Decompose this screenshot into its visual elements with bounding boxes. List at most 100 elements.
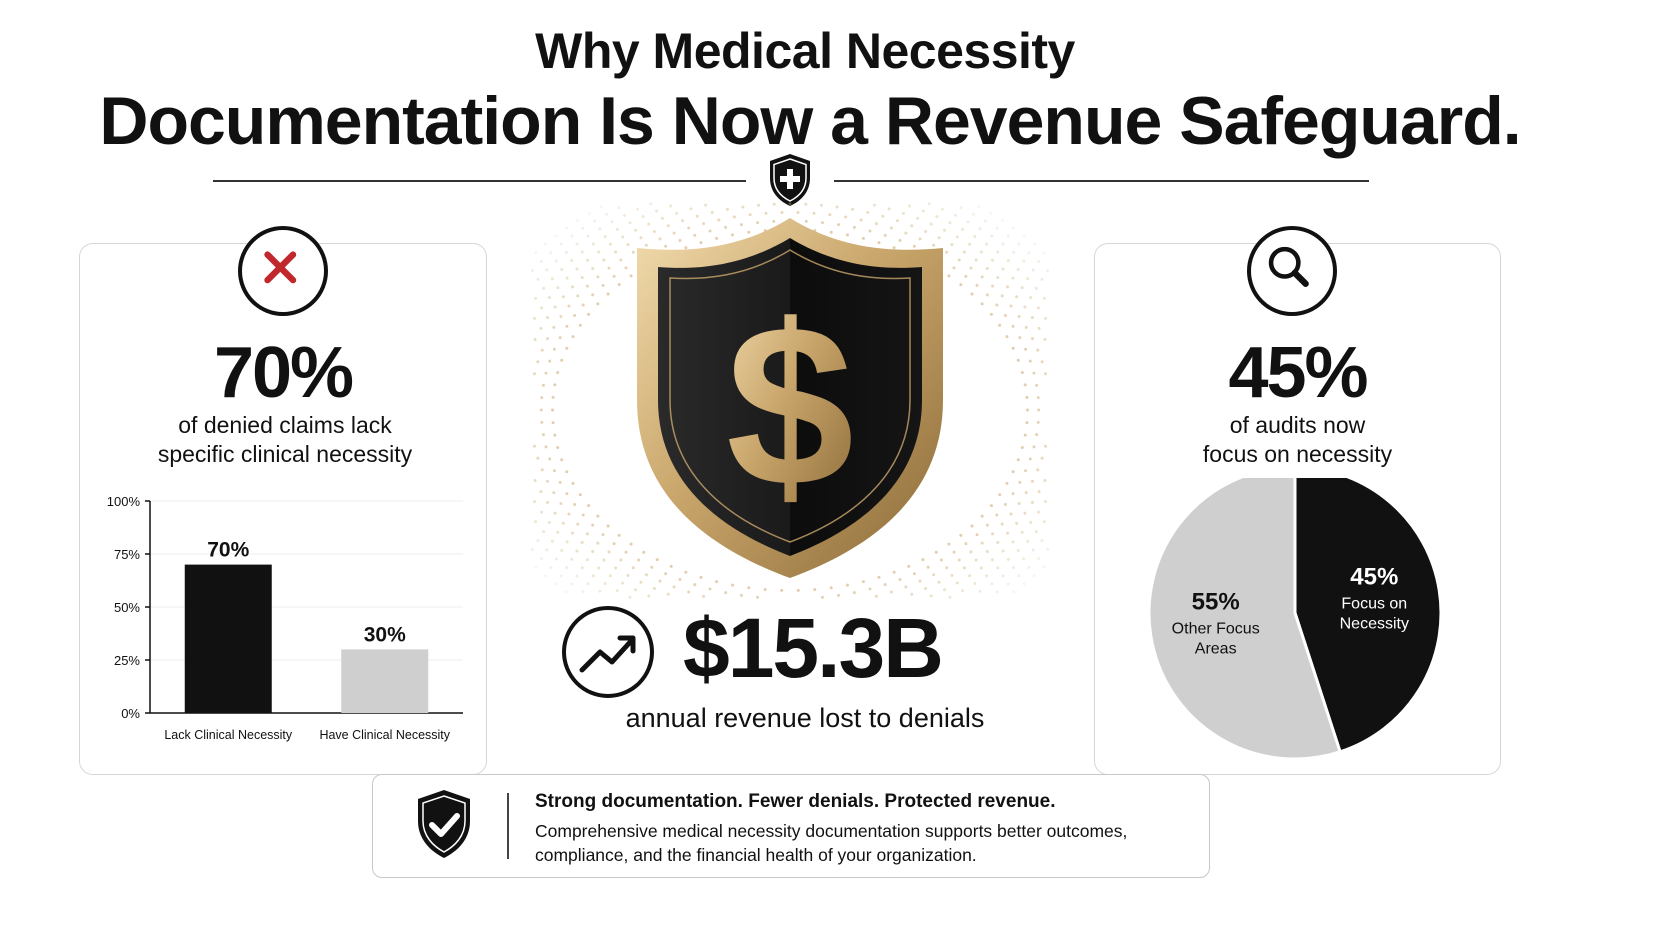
- halo-dot: [780, 210, 784, 214]
- halo-dot: [708, 229, 712, 233]
- halo-dot: [912, 244, 916, 248]
- halo-dot: [545, 268, 549, 272]
- halo-dot: [581, 513, 585, 517]
- halo-dot: [544, 445, 548, 449]
- halo-dot: [1006, 234, 1010, 238]
- halo-dot: [684, 246, 688, 250]
- halo-dot: [617, 533, 621, 537]
- gold-dot-halo: [530, 202, 1050, 599]
- halo-dot: [1037, 490, 1041, 494]
- pie-name-label: Areas: [1195, 641, 1237, 658]
- halo-dot: [565, 346, 569, 350]
- halo-dot: [541, 433, 545, 437]
- title-line-1: Why Medical Necessity: [535, 23, 1075, 79]
- revenue-lost-caption: annual revenue lost to denials: [625, 703, 985, 733]
- halo-dot: [970, 524, 974, 528]
- halo-dot: [570, 259, 574, 263]
- halo-dot: [608, 574, 612, 578]
- halo-dot: [772, 202, 776, 206]
- halo-dot: [628, 595, 632, 599]
- halo-dot: [1016, 268, 1020, 272]
- halo-dot: [629, 274, 633, 278]
- halo-dot: [606, 292, 610, 296]
- halo-dot: [904, 585, 908, 589]
- halo-dot: [652, 229, 656, 233]
- halo-dot: [647, 594, 651, 598]
- halo-dot: [596, 302, 600, 306]
- halo-dot: [939, 558, 943, 562]
- halo-dot: [565, 540, 569, 544]
- halo-dot: [1036, 348, 1040, 352]
- halo-dot: [601, 533, 605, 537]
- halo-dot: [979, 250, 983, 254]
- halo-dot: [1040, 539, 1044, 543]
- halo-dot: [990, 234, 994, 238]
- halo-dot: [533, 337, 537, 341]
- halo-dot: [628, 221, 632, 225]
- halo-dot: [649, 202, 653, 206]
- halo-dot: [943, 228, 947, 232]
- halo-dot: [1012, 590, 1016, 594]
- halo-dot: [1046, 269, 1050, 273]
- halo-dot: [968, 574, 972, 578]
- halo-dot: [1024, 469, 1028, 473]
- halo-dot: [1036, 420, 1040, 424]
- halo-dot: [932, 573, 936, 577]
- halo-dot: [551, 395, 555, 399]
- halo-dot: [593, 219, 597, 223]
- halo-dot: [610, 220, 614, 224]
- halo-dot: [947, 542, 951, 546]
- halo-dot: [948, 221, 952, 225]
- halo-dot: [548, 457, 552, 461]
- halo-dot: [575, 549, 579, 553]
- halo-dot: [702, 222, 706, 226]
- halo-dot: [581, 590, 585, 594]
- banner-body: Comprehensive medical necessity document…: [535, 821, 1128, 865]
- halo-dot: [564, 590, 568, 594]
- halo-dot: [1009, 512, 1013, 516]
- halo-dot: [959, 283, 963, 287]
- halo-dot: [1018, 480, 1022, 484]
- y-tick-label: 0%: [121, 706, 140, 721]
- halo-dot: [780, 588, 784, 592]
- halo-dot: [1006, 259, 1010, 263]
- pie-name-label: Other Focus: [1172, 621, 1260, 638]
- halo-dot: [573, 313, 577, 317]
- audits-caption-2: focus on necessity: [1202, 441, 1393, 467]
- halo-dot: [586, 234, 590, 238]
- halo-dot: [1005, 481, 1009, 485]
- halo-dot: [1046, 547, 1050, 551]
- halo-dot: [724, 591, 728, 595]
- halo-dot: [565, 324, 569, 328]
- halo-dot: [877, 241, 881, 245]
- halo-dot: [741, 205, 745, 209]
- halo-dot: [969, 266, 973, 270]
- halo-dot: [539, 408, 543, 412]
- halo-dot: [546, 501, 550, 505]
- halo-dot: [996, 250, 1000, 254]
- halo-dot: [813, 588, 817, 592]
- halo-dot: [597, 250, 601, 254]
- halo-dot: [1028, 359, 1032, 363]
- halo-dot: [669, 204, 673, 208]
- halo-dot: [1036, 510, 1040, 514]
- pie-pct-label: 45%: [1350, 563, 1398, 590]
- halo-dot: [591, 574, 595, 578]
- halo-dot: [990, 582, 994, 586]
- halo-dot: [1016, 548, 1020, 552]
- halo-dot: [961, 227, 965, 231]
- halo-dot: [536, 360, 540, 364]
- halo-dot: [575, 242, 579, 246]
- halo-dot: [699, 575, 703, 579]
- halo-dot: [1042, 565, 1046, 569]
- pie-name-label: Necessity: [1340, 615, 1409, 632]
- halo-dot: [565, 276, 569, 280]
- banner-divider: [507, 793, 509, 859]
- halo-dot: [910, 592, 914, 596]
- halo-dot: [540, 420, 544, 424]
- halo-dot: [544, 371, 548, 375]
- halo-dot: [1026, 277, 1030, 281]
- halo-dot: [1000, 219, 1004, 223]
- halo-dot: [607, 550, 611, 554]
- halo-dot: [560, 548, 564, 552]
